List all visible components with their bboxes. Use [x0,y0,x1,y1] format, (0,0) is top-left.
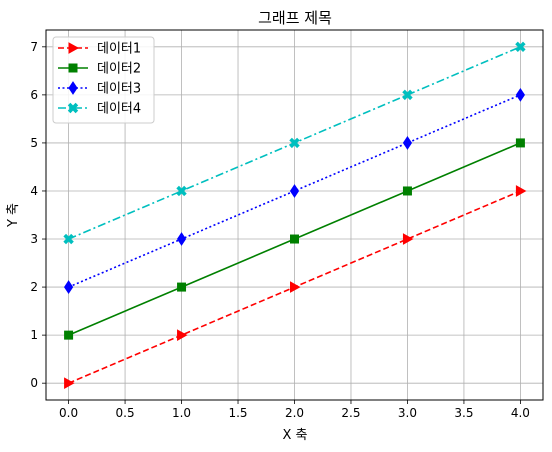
y-tick-label: 1 [30,328,38,342]
data-point [402,136,413,150]
y-tick-label: 0 [30,376,38,390]
y-tick-label: 4 [30,184,38,198]
legend-box [52,36,155,124]
data-point [64,330,74,340]
data-point [290,234,299,244]
x-tick-label: 0.0 [59,406,78,420]
y-tick-label: 7 [30,40,38,54]
legend-label: 데이터1 [97,42,141,57]
data-point [177,329,188,341]
data-point [63,233,74,245]
x-tick-label: 3.5 [454,406,473,420]
data-point [176,185,187,197]
series-1 [64,185,527,390]
x-tick-label: 3.0 [398,406,417,420]
series-2 [64,138,525,340]
x-tick-label: 1.0 [172,406,191,420]
legend-item: 데이터3 [58,81,141,97]
data-point [402,233,414,245]
data-point [289,184,300,198]
legend-marker [68,42,80,54]
data-point [63,280,74,294]
legend: 데이터1 데이터2 데이터3 데이터4 [52,36,155,124]
y-tick-label: 3 [30,232,38,246]
legend-marker [67,102,79,114]
series-3 [63,87,526,294]
y-tick-label: 6 [30,88,38,102]
legend-item: 데이터1 [58,42,141,57]
legend-marker [68,63,78,73]
data-point [515,41,526,53]
x-axis-label: X 축 [283,428,308,443]
data-point [515,87,526,102]
legend-item: 데이터2 [58,62,141,77]
data-point [176,232,187,246]
x-tick-label: 1.5 [228,406,247,420]
x-tick-label: 2.5 [341,406,360,420]
data-point [515,138,525,148]
data-point [290,281,301,293]
x-tick-label: 2.0 [285,406,304,420]
y-axis-label: Y 축 [6,203,21,228]
legend-label: 데이터3 [97,82,141,97]
y-tick-label: 2 [30,280,38,294]
data-point [402,186,412,196]
y-tick-label: 5 [30,136,38,150]
data-point [289,137,300,149]
x-tick-label: 0.5 [116,406,135,420]
series-4 [63,41,526,245]
legend-label: 데이터2 [97,62,141,77]
axis-ticks: 0.0 0.5 1.0 1.5 2.0 2.5 3.0 3.5 4.0 0 1 2 3 4 5 6 7 [30,40,530,420]
x-tick-label: 4.0 [511,406,530,420]
series-line [68,94,521,288]
legend-label: 데이터4 [97,102,141,117]
data-point [64,377,75,390]
data-point [177,282,187,292]
plot-series [63,41,527,390]
data-point [402,89,413,101]
data-point [515,185,527,197]
legend-item: 데이터4 [58,102,141,117]
legend-marker [68,81,78,95]
chart-title: 그래프 제목 [258,9,332,27]
